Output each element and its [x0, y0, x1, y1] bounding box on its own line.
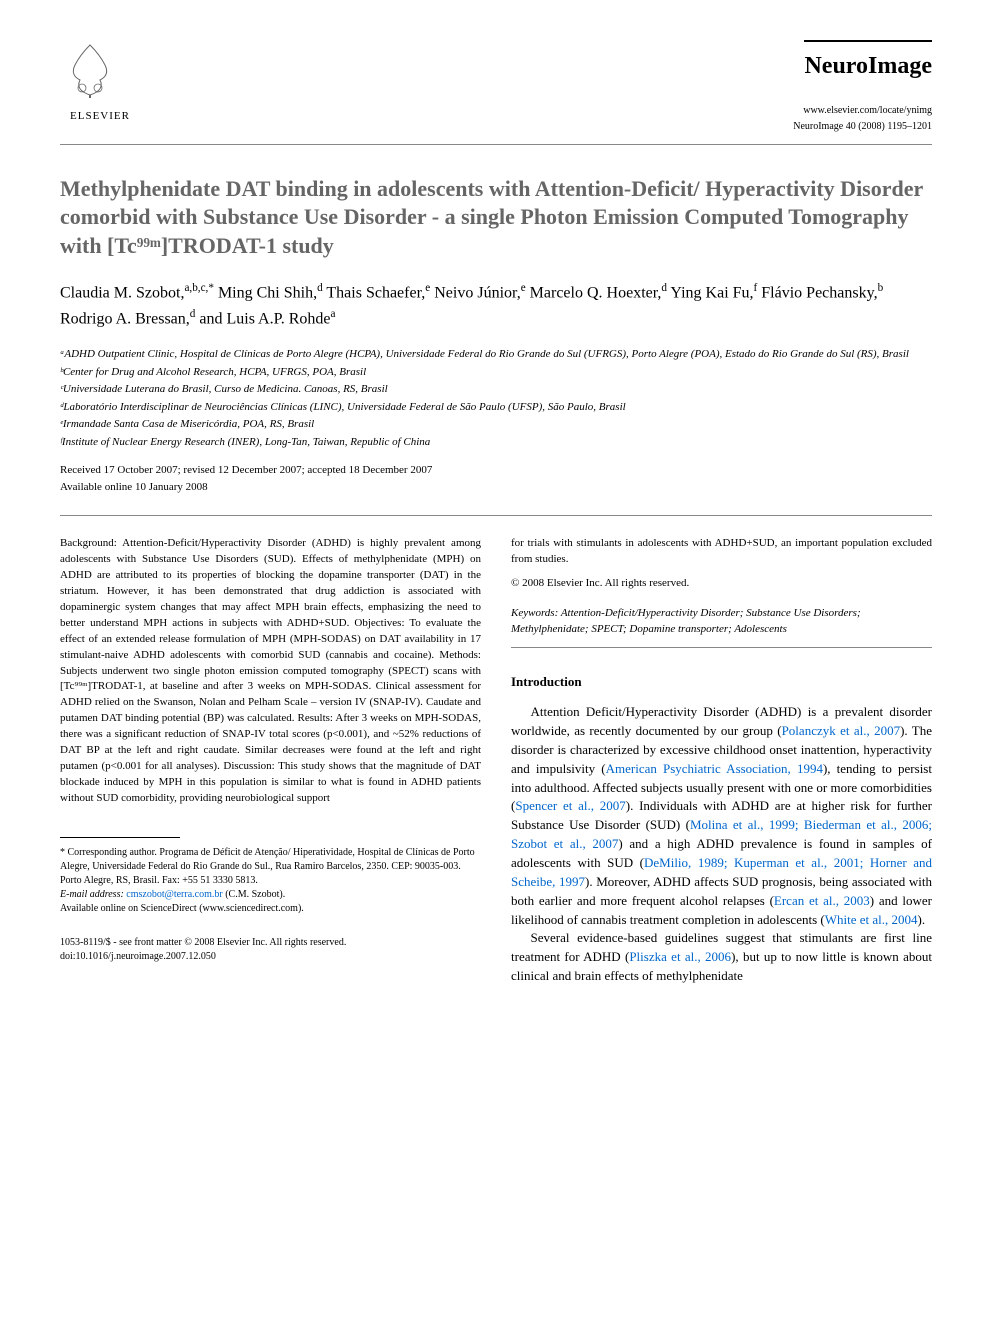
- publisher-logo: ELSEVIER: [60, 40, 140, 125]
- intro-paragraph-2: Several evidence-based guidelines sugges…: [511, 929, 932, 986]
- affiliations-list: ᵃADHD Outpatient Clinic, Hospital de Clí…: [60, 346, 932, 450]
- keywords-label: Keywords:: [511, 607, 558, 619]
- article-title: Methylphenidate DAT binding in adolescen…: [60, 175, 932, 261]
- article-dates: Received 17 October 2007; revised 12 Dec…: [60, 462, 932, 495]
- left-column: Background: Attention-Deficit/Hyperactiv…: [60, 536, 481, 986]
- elsevier-tree-icon: [60, 40, 120, 100]
- corresponding-author-footnote: * Corresponding author. Programa de Défi…: [60, 846, 481, 916]
- keywords-text: Attention-Deficit/Hyperactivity Disorder…: [511, 607, 861, 634]
- email-link[interactable]: cmszobot@terra.com.br: [126, 889, 222, 900]
- introduction-heading: Introduction: [511, 673, 932, 691]
- email-line: E-mail address: cmszobot@terra.com.br (C…: [60, 888, 481, 902]
- authors-list: Claudia M. Szobot,a,b,c,* Ming Chi Shih,…: [60, 280, 932, 331]
- copyright: © 2008 Elsevier Inc. All rights reserved…: [511, 576, 932, 591]
- front-matter-doi: 1053-8119/$ - see front matter © 2008 El…: [60, 936, 346, 964]
- affiliation-item: ᶠInstitute of Nuclear Energy Research (I…: [60, 434, 932, 451]
- citation-link[interactable]: American Psychiatric Association, 1994: [606, 761, 823, 776]
- affiliation-item: ᶜUniversidade Luterana do Brasil, Curso …: [60, 381, 932, 398]
- journal-info: NeuroImage www.elsevier.com/locate/ynimg…: [793, 40, 932, 134]
- email-label: E-mail address:: [60, 889, 124, 900]
- affiliation-item: ᵇCenter for Drug and Alcohol Research, H…: [60, 364, 932, 381]
- abstract-continuation: for trials with stimulants in adolescent…: [511, 536, 932, 568]
- received-date: Received 17 October 2007; revised 12 Dec…: [60, 462, 932, 479]
- available-date: Available online 10 January 2008: [60, 479, 932, 496]
- divider: [511, 647, 932, 648]
- abstract-text: Background: Attention-Deficit/Hyperactiv…: [60, 536, 481, 807]
- main-content: Background: Attention-Deficit/Hyperactiv…: [60, 536, 932, 986]
- citation-link[interactable]: Ercan et al., 2003: [774, 893, 870, 908]
- citation-link[interactable]: Spencer et al., 2007: [515, 798, 625, 813]
- corresponding-address: * Corresponding author. Programa de Défi…: [60, 846, 481, 888]
- sciencedirect-note: Available online on ScienceDirect (www.s…: [60, 902, 481, 916]
- keywords-block: Keywords: Attention-Deficit/Hyperactivit…: [511, 606, 932, 637]
- citation-link[interactable]: Polanczyk et al., 2007: [782, 723, 901, 738]
- journal-reference: NeuroImage 40 (2008) 1195–1201: [793, 120, 932, 134]
- right-column: for trials with stimulants in adolescent…: [511, 536, 932, 986]
- citation-link[interactable]: White et al., 2004: [825, 912, 918, 927]
- publisher-name: ELSEVIER: [60, 109, 140, 124]
- citation-link[interactable]: DeMilio, 1989; Kuperman et al., 2001; Ho…: [511, 855, 932, 889]
- bottom-info: 1053-8119/$ - see front matter © 2008 El…: [60, 936, 481, 964]
- citation-link[interactable]: Molina et al., 1999; Biederman et al., 2…: [511, 817, 932, 851]
- citation-link[interactable]: Pliszka et al., 2006: [629, 949, 731, 964]
- affiliation-item: ᵉIrmandade Santa Casa de Misericórdia, P…: [60, 416, 932, 433]
- journal-name: NeuroImage: [804, 40, 932, 84]
- front-matter: 1053-8119/$ - see front matter © 2008 El…: [60, 936, 346, 950]
- journal-url: www.elsevier.com/locate/ynimg: [793, 104, 932, 118]
- affiliation-item: ᵃADHD Outpatient Clinic, Hospital de Clí…: [60, 346, 932, 363]
- footnote-separator: [60, 837, 180, 838]
- divider: [60, 515, 932, 516]
- email-suffix: (C.M. Szobot).: [225, 889, 285, 900]
- affiliation-item: ᵈLaboratório Interdisciplinar de Neuroci…: [60, 399, 932, 416]
- intro-paragraph-1: Attention Deficit/Hyperactivity Disorder…: [511, 703, 932, 929]
- page-header: ELSEVIER NeuroImage www.elsevier.com/loc…: [60, 40, 932, 145]
- doi: doi:10.1016/j.neuroimage.2007.12.050: [60, 950, 346, 964]
